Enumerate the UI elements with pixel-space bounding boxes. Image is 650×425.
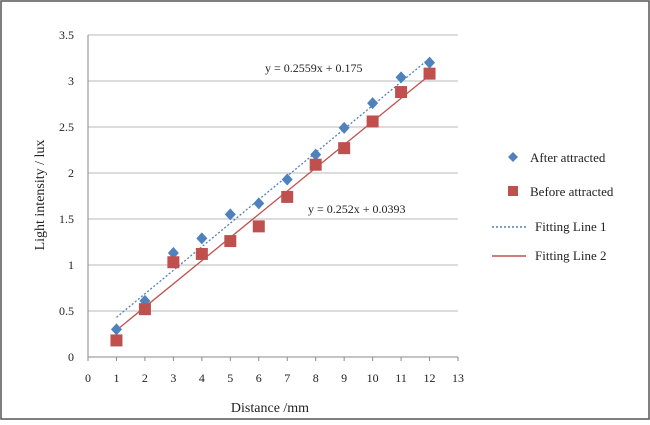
x-tick-label: 7 (284, 371, 290, 385)
y-tick-label: 1.5 (59, 212, 74, 226)
point-before-attracted (395, 86, 408, 99)
point-after-attracted (167, 247, 179, 260)
x-tick-label: 13 (452, 371, 464, 385)
point-before-attracted (366, 115, 379, 128)
point-after-attracted (424, 56, 436, 69)
point-after-attracted (281, 173, 293, 186)
y-tick-label: 2 (68, 166, 74, 180)
x-tick-label: 8 (313, 371, 319, 385)
x-tick-label: 1 (113, 371, 119, 385)
point-after-attracted (338, 121, 350, 134)
y-tick-label: 1 (68, 258, 74, 272)
legend-label-before-attracted: Before attracted (530, 184, 614, 199)
x-tick-labels: 0 1 2 3 4 5 6 7 8 9 10 11 12 13 (85, 371, 464, 385)
x-tick-label: 2 (142, 371, 148, 385)
y-tick-labels: 0 0.5 1 1.5 2 2.5 3 3.5 (59, 28, 74, 364)
legend-diamond-marker (508, 152, 518, 162)
data-points (110, 56, 436, 347)
point-after-attracted (196, 232, 208, 245)
x-tick-label: 12 (424, 371, 436, 385)
point-after-attracted (367, 97, 379, 110)
x-tick-label: 5 (227, 371, 233, 385)
point-before-attracted (167, 256, 180, 269)
y-tick-label: 0.5 (59, 304, 74, 318)
point-before-attracted (252, 220, 265, 233)
legend-item-before-attracted: Before attracted (508, 184, 614, 199)
point-before-attracted (110, 334, 123, 347)
legend-square-marker (508, 186, 518, 196)
y-axis-title: Light intensity / lux (33, 140, 48, 251)
legend: After attracted Before attracted Fitting… (492, 150, 614, 263)
x-tick-label: 10 (367, 371, 379, 385)
x-tick-label: 11 (395, 371, 407, 385)
point-before-attracted (195, 247, 208, 260)
point-before-attracted (281, 190, 294, 203)
point-after-attracted (253, 197, 265, 210)
x-axis-title: Distance /mm (231, 401, 309, 416)
legend-label-fitting-line-1: Fitting Line 1 (535, 219, 607, 234)
point-after-attracted (310, 148, 322, 161)
point-before-attracted (338, 142, 351, 155)
x-tick-label: 0 (85, 371, 91, 385)
axes (87, 35, 459, 361)
point-before-attracted (224, 235, 237, 248)
y-tick-label: 3.5 (59, 28, 74, 42)
legend-item-after-attracted: After attracted (508, 150, 606, 165)
point-after-attracted (395, 71, 407, 84)
y-tick-label: 2.5 (59, 120, 74, 134)
x-tick-label: 4 (199, 371, 205, 385)
legend-label-fitting-line-2: Fitting Line 2 (535, 248, 607, 263)
legend-item-fitting-line-2: Fitting Line 2 (492, 248, 607, 263)
y-tick-label: 3 (68, 74, 74, 88)
point-before-attracted (309, 158, 322, 171)
equation-fit-2: y = 0.252x + 0.0393 (308, 202, 406, 216)
point-after-attracted (110, 323, 122, 336)
legend-item-fitting-line-1: Fitting Line 1 (492, 219, 607, 234)
point-before-attracted (423, 67, 436, 80)
y-tick-label: 0 (68, 350, 74, 364)
point-before-attracted (138, 303, 151, 316)
x-tick-label: 9 (341, 371, 347, 385)
x-tick-label: 3 (170, 371, 176, 385)
point-after-attracted (224, 208, 236, 221)
equation-fit-1: y = 0.2559x + 0.175 (265, 61, 363, 75)
legend-label-after-attracted: After attracted (530, 150, 606, 165)
x-tick-label: 6 (256, 371, 262, 385)
